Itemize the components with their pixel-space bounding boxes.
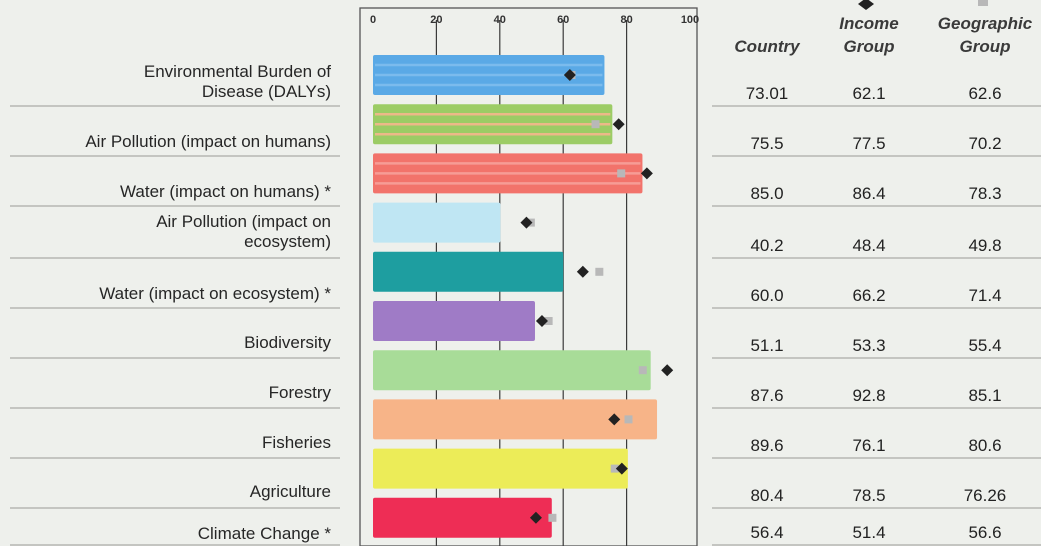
- geographic-group-marker: [544, 317, 553, 325]
- geographic-group-marker: [638, 366, 647, 375]
- category-label-line: ecosystem): [244, 232, 331, 251]
- category-label: Air Pollution (impact on humans): [85, 132, 331, 152]
- country-score-cell: 56.4: [750, 523, 784, 542]
- x-tick-label: 40: [494, 14, 506, 26]
- geographic-group-marker: [548, 513, 557, 522]
- country-score-cell: 40.2: [750, 236, 784, 255]
- category-label-line: Agriculture: [249, 482, 331, 501]
- income-legend-diamond: [858, 0, 874, 10]
- country-score-cell: 73.01: [745, 84, 789, 103]
- geographic-group-marker: [610, 464, 619, 473]
- x-tick-label: 20: [430, 14, 442, 26]
- geographic-legend-square: [978, 0, 988, 6]
- category-label-line: Air Pollution (impact on humans): [85, 132, 331, 151]
- geographic-score-cell: 76.26: [963, 486, 1007, 505]
- income-group-marker: [640, 167, 653, 180]
- category-label: Water (impact on humans) *: [120, 182, 331, 202]
- income-group-column-header-line: Group: [843, 37, 895, 56]
- x-tick-label: 0: [370, 14, 376, 26]
- income-score-cell: 51.4: [852, 523, 886, 542]
- geographic-score-cell: 80.6: [968, 436, 1002, 455]
- income-score-cell: 53.3: [852, 336, 886, 355]
- income-group-marker: [608, 413, 621, 426]
- category-label-line: Fisheries: [262, 433, 331, 452]
- x-tick-label: 60: [557, 14, 569, 26]
- category-label: Agriculture: [250, 482, 331, 502]
- geographic-group-column-header-line: Group: [959, 37, 1011, 56]
- bar: [373, 301, 535, 341]
- x-tick-label: 80: [620, 14, 632, 26]
- income-group-marker: [563, 69, 576, 81]
- geographic-group-marker: [591, 120, 600, 129]
- country-score-cell: 60.0: [750, 286, 784, 305]
- bar: [373, 448, 628, 489]
- country-score-cell: 85.0: [750, 184, 784, 203]
- country-score-cell: 87.6: [750, 386, 784, 405]
- income-group-marker: [612, 118, 625, 131]
- income-group-marker: [520, 216, 533, 229]
- geographic-score-cell: 56.6: [968, 523, 1002, 542]
- bar: [373, 399, 658, 440]
- geographic-group-column-header-line: Geographic: [937, 14, 1033, 33]
- chart-frame: [359, 7, 698, 546]
- category-label-line: Disease (DALYs): [201, 82, 331, 101]
- category-label: Biodiversity: [244, 333, 331, 353]
- income-group-marker: [535, 315, 548, 327]
- category-label-line: Water (impact on humans) *: [120, 182, 331, 201]
- country-score-cell: 80.4: [750, 486, 784, 505]
- category-label: Environmental Burden of Disease (DALYs): [144, 62, 331, 102]
- category-label: Fisheries: [262, 433, 331, 453]
- bar: [373, 350, 651, 391]
- geographic-score-cell: 49.8: [968, 236, 1002, 255]
- geographic-score-cell: 55.4: [968, 336, 1002, 355]
- income-group-column-header-line: Income: [839, 14, 899, 33]
- bar: [373, 202, 501, 243]
- geographic-score-cell: 71.4: [968, 286, 1002, 305]
- income-score-cell: 78.5: [852, 486, 886, 505]
- category-label: Air Pollution (impact on ecosystem): [156, 212, 331, 252]
- geographic-group-marker: [617, 169, 626, 178]
- country-column-header-line: Country: [734, 37, 800, 56]
- geographic-score-cell: 70.2: [968, 134, 1002, 153]
- country-score-cell: 89.6: [750, 436, 784, 455]
- category-label: Forestry: [269, 383, 331, 403]
- category-label-line: Biodiversity: [244, 333, 331, 352]
- geographic-score-cell: 78.3: [968, 184, 1002, 203]
- category-label-line: Climate Change *: [197, 524, 331, 543]
- income-score-cell: 66.2: [852, 286, 886, 305]
- geographic-score-cell: 85.1: [968, 386, 1002, 405]
- country-score-cell: 75.5: [750, 134, 784, 153]
- bar: [373, 251, 564, 292]
- country-score-cell: 51.1: [750, 336, 784, 355]
- income-score-cell: 77.5: [852, 134, 886, 153]
- category-label-line: Air Pollution (impact on: [156, 212, 331, 231]
- income-score-cell: 76.1: [852, 436, 886, 455]
- geographic-score-cell: 62.6: [968, 84, 1002, 103]
- x-tick-label: 100: [681, 14, 699, 26]
- bar: [373, 497, 552, 538]
- income-group-marker: [661, 364, 674, 377]
- country-column-header: Country: [707, 35, 827, 58]
- category-label-line: Water (impact on ecosystem) *: [99, 284, 331, 303]
- income-score-cell: 48.4: [852, 236, 886, 255]
- geographic-group-marker: [624, 415, 633, 424]
- geographic-group-column-header: Geographic Group: [925, 12, 1041, 58]
- income-group-marker: [529, 511, 542, 524]
- income-score-cell: 62.1: [852, 84, 886, 103]
- category-label-line: Environmental Burden of: [143, 62, 331, 81]
- income-score-cell: 86.4: [852, 184, 886, 203]
- category-label-line: Forestry: [268, 383, 331, 402]
- income-group-marker: [576, 265, 589, 278]
- income-group-column-header: Income Group: [809, 12, 929, 58]
- geographic-group-marker: [595, 267, 604, 276]
- category-label: Water (impact on ecosystem) *: [99, 284, 331, 304]
- income-score-cell: 92.8: [852, 386, 886, 405]
- category-label: Climate Change *: [198, 524, 331, 544]
- income-group-marker: [615, 462, 628, 475]
